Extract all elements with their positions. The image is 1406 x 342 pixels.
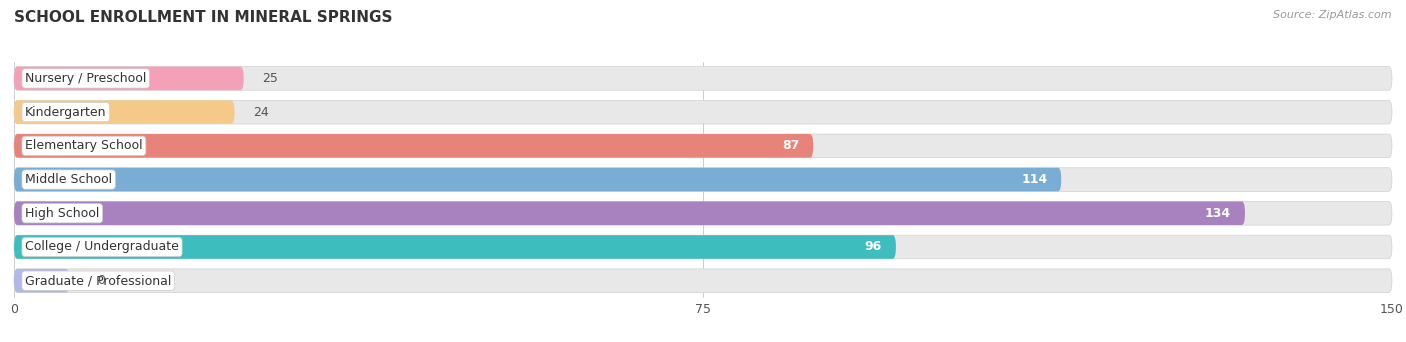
Text: Elementary School: Elementary School — [25, 139, 142, 152]
FancyBboxPatch shape — [14, 235, 1392, 259]
Text: 134: 134 — [1205, 207, 1232, 220]
Text: 24: 24 — [253, 106, 269, 119]
Text: Source: ZipAtlas.com: Source: ZipAtlas.com — [1274, 10, 1392, 20]
FancyBboxPatch shape — [14, 134, 1392, 158]
Text: 0: 0 — [97, 274, 104, 287]
FancyBboxPatch shape — [14, 201, 1392, 225]
Text: Nursery / Preschool: Nursery / Preschool — [25, 72, 146, 85]
FancyBboxPatch shape — [14, 67, 1392, 90]
Text: Graduate / Professional: Graduate / Professional — [25, 274, 172, 287]
Text: Kindergarten: Kindergarten — [25, 106, 107, 119]
FancyBboxPatch shape — [14, 201, 1244, 225]
Text: SCHOOL ENROLLMENT IN MINERAL SPRINGS: SCHOOL ENROLLMENT IN MINERAL SPRINGS — [14, 10, 392, 25]
FancyBboxPatch shape — [14, 269, 69, 292]
Text: Middle School: Middle School — [25, 173, 112, 186]
Text: 114: 114 — [1021, 173, 1047, 186]
FancyBboxPatch shape — [14, 235, 896, 259]
FancyBboxPatch shape — [14, 67, 243, 90]
Text: High School: High School — [25, 207, 100, 220]
Text: College / Undergraduate: College / Undergraduate — [25, 240, 179, 253]
FancyBboxPatch shape — [14, 100, 1392, 124]
Text: 96: 96 — [865, 240, 882, 253]
FancyBboxPatch shape — [14, 134, 813, 158]
FancyBboxPatch shape — [14, 168, 1062, 192]
Text: 25: 25 — [262, 72, 278, 85]
FancyBboxPatch shape — [14, 269, 1392, 292]
FancyBboxPatch shape — [14, 168, 1392, 192]
Text: 87: 87 — [782, 139, 800, 152]
FancyBboxPatch shape — [14, 100, 235, 124]
